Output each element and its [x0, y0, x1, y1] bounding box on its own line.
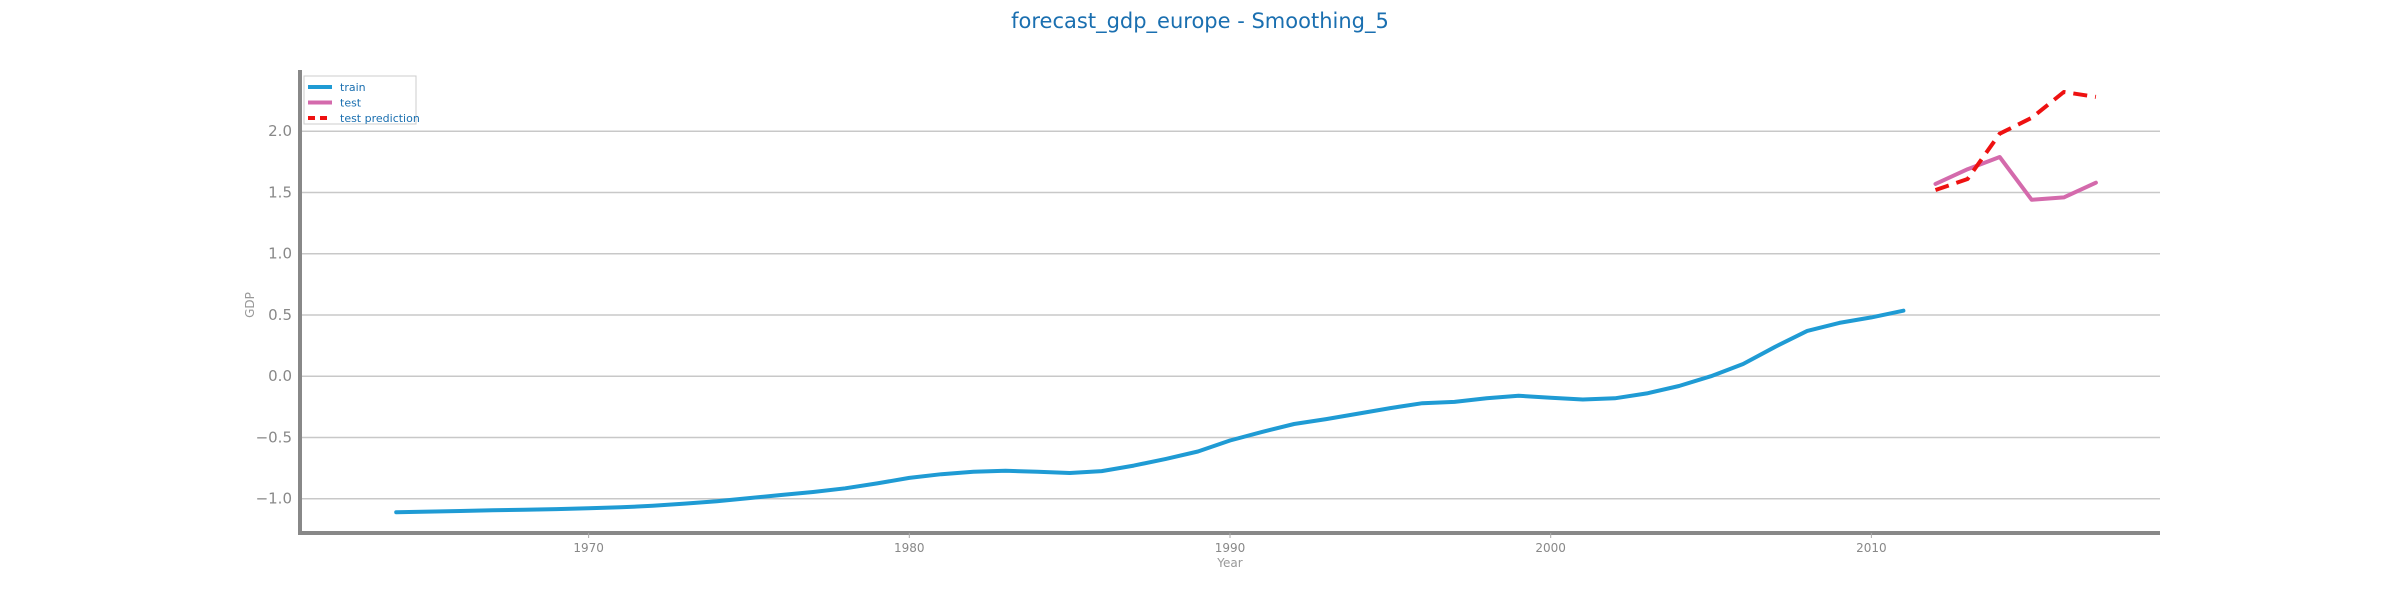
legend-label: test: [340, 97, 362, 110]
x-tick-label: 1970: [573, 541, 604, 555]
y-tick-label: 0.5: [268, 306, 292, 324]
chart-title: forecast_gdp_europe - Smoothing_5: [1011, 9, 1389, 34]
series-line-test: [1933, 155, 2098, 202]
legend-label: train: [340, 81, 366, 94]
x-tick-label: 1980: [894, 541, 925, 555]
axes: [298, 70, 2160, 535]
y-tick-label: 2.0: [268, 122, 292, 140]
x-tick-label: 1990: [1215, 541, 1246, 555]
x-tick-label: 2010: [1856, 541, 1887, 555]
legend-label: test prediction: [340, 112, 420, 125]
y-tick-label: 1.5: [268, 183, 292, 201]
series-line-train: [394, 308, 1906, 515]
series-lines: [394, 90, 2098, 515]
tick-labels: −1.0 −0.5 0.0 0.5 1.0 1.5 2.0 1970 1980 1990 2000 2…: [256, 122, 1887, 555]
x-tick-label: 2000: [1535, 541, 1566, 555]
legend: train test test prediction: [303, 75, 420, 125]
series-line-test-prediction: [1934, 90, 2097, 192]
y-gridlines: [300, 130, 2160, 500]
y-axis-label: GDP: [243, 292, 257, 318]
y-tick-label: 0.0: [268, 367, 292, 385]
y-tick-label: −1.0: [256, 490, 292, 508]
y-tick-label: 1.0: [268, 245, 292, 263]
y-tick-label: −0.5: [256, 428, 292, 446]
x-axis-label: Year: [1216, 556, 1242, 570]
